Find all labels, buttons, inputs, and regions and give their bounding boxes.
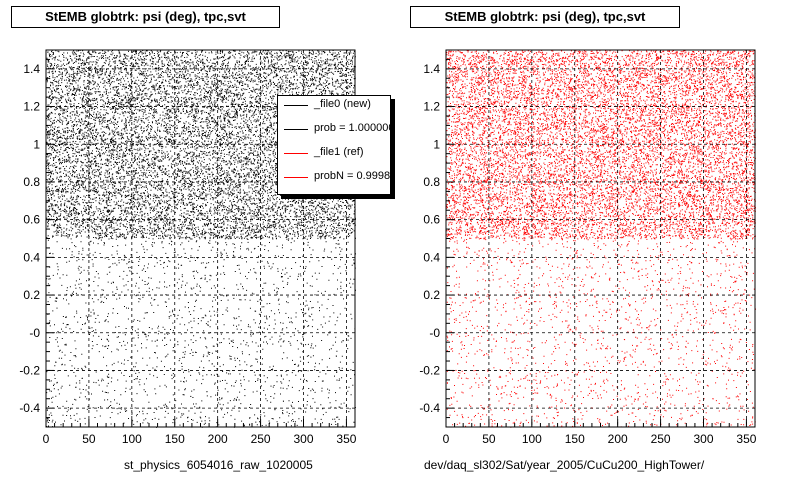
legend-line-file1 — [284, 153, 308, 154]
y-tick-label-right-5: 0.6 — [423, 213, 440, 227]
legend-entry-probn: probN = 0.99981 — [278, 168, 391, 188]
y-tick-label-right-4: 0.4 — [423, 250, 440, 264]
legend-label-prob: prob = 1.000000 — [314, 122, 391, 134]
legend-entry-prob: prob = 1.000000 — [278, 120, 391, 140]
legend-box: _file0 (new) prob = 1.000000 _file1 (ref… — [277, 95, 391, 195]
y-tick-label-right-3: 0.2 — [423, 288, 440, 302]
data-point-region-left-1 — [46, 238, 356, 428]
x-tick-label-right-1: 50 — [482, 432, 496, 446]
x-tick-label-left-6: 300 — [293, 432, 313, 446]
y-tick-label-left-5: 0.6 — [23, 213, 40, 227]
x-axis-label-right: dev/daq_sl302/Sat/year_2005/CuCu200_High… — [424, 458, 705, 472]
y-tick-label-left-8: 1.2 — [23, 100, 40, 114]
chart-title-right: StEMB globtrk: psi (deg), tpc,svt — [410, 6, 680, 28]
x-tick-label-right-5: 250 — [651, 432, 671, 446]
y-tick-label-right-7: 1 — [433, 137, 440, 151]
y-tick-label-left-2: -0 — [29, 326, 40, 340]
legend-label-probn: probN = 0.99981 — [314, 170, 391, 182]
x-tick-label-left-3: 150 — [165, 432, 185, 446]
legend: _file0 (new) prob = 1.000000 _file1 (ref… — [277, 95, 395, 199]
legend-label-file0: _file0 (new) — [314, 98, 371, 110]
x-tick-label-right-6: 300 — [693, 432, 713, 446]
x-tick-label-right-7: 350 — [736, 432, 756, 446]
legend-line-prob — [284, 129, 308, 130]
legend-entry-file0: _file0 (new) — [278, 96, 390, 116]
legend-line-file0 — [284, 105, 308, 106]
y-tick-label-right-8: 1.2 — [423, 100, 440, 114]
x-tick-label-right-4: 200 — [608, 432, 628, 446]
y-tick-label-left-4: 0.4 — [23, 250, 40, 264]
y-tick-label-right-9: 1.4 — [423, 62, 440, 76]
x-tick-label-left-7: 350 — [336, 432, 356, 446]
data-point-region-right-0 — [446, 50, 756, 240]
y-tick-label-right-1: -0.2 — [419, 363, 440, 377]
chart-title-left: StEMB globtrk: psi (deg), tpc,svt — [11, 6, 280, 28]
scatter-points-right — [446, 50, 756, 428]
x-axis-label-left: st_physics_6054016_raw_1020005 — [124, 458, 313, 472]
x-tick-label-left-1: 50 — [82, 432, 96, 446]
x-tick-label-right-0: 0 — [443, 432, 450, 446]
x-tick-label-left-4: 200 — [208, 432, 228, 446]
y-tick-label-right-2: -0 — [429, 326, 440, 340]
y-tick-label-left-7: 1 — [33, 137, 40, 151]
y-tick-label-left-3: 0.2 — [23, 288, 40, 302]
x-tick-label-right-3: 150 — [565, 432, 585, 446]
legend-entry-file1: _file1 (ref) — [278, 144, 390, 164]
x-tick-label-right-2: 100 — [522, 432, 542, 446]
x-tick-label-left-5: 250 — [251, 432, 271, 446]
y-tick-label-left-1: -0.2 — [19, 363, 40, 377]
y-tick-label-left-0: -0.4 — [19, 401, 40, 415]
legend-line-probn — [284, 177, 308, 178]
x-tick-label-left-2: 100 — [122, 432, 142, 446]
y-tick-label-left-6: 0.8 — [23, 175, 40, 189]
y-tick-label-right-0: -0.4 — [419, 401, 440, 415]
y-tick-label-right-6: 0.8 — [423, 175, 440, 189]
y-tick-label-left-9: 1.4 — [23, 62, 40, 76]
x-tick-label-left-0: 0 — [43, 432, 50, 446]
legend-label-file1: _file1 (ref) — [314, 146, 364, 158]
